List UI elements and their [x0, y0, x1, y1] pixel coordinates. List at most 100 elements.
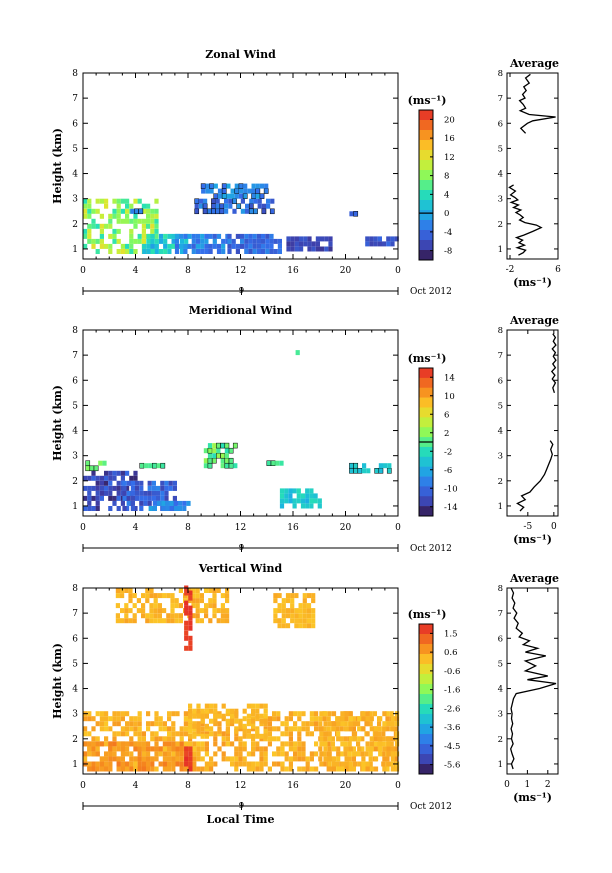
heatmap-cell — [369, 236, 374, 242]
heatmap-cell — [382, 711, 387, 717]
heatmap-cell — [267, 731, 272, 737]
heatmap-cell — [215, 198, 220, 204]
colorbar-band — [419, 496, 433, 507]
heatmap-cell — [294, 623, 299, 629]
heatmap-cell — [204, 243, 209, 249]
heatmap-cell — [208, 618, 213, 624]
heatmap-cell — [95, 249, 100, 254]
heatmap-cell — [99, 198, 104, 204]
heatmap-cell — [314, 766, 319, 772]
heatmap-cell — [133, 223, 138, 229]
heatmap-cell — [265, 243, 270, 249]
heatmap-cell — [95, 766, 100, 772]
heatmap-cell — [378, 751, 383, 757]
heatmap-cell — [108, 243, 113, 249]
profile-y-tick-label: 8 — [498, 69, 503, 79]
heatmap-cell — [191, 233, 196, 239]
heatmap-cell — [207, 443, 213, 449]
day-label: 9 — [239, 801, 244, 811]
heatmap-cell — [196, 703, 201, 709]
heatmap-cell — [154, 233, 159, 239]
heatmap-cell — [151, 480, 156, 486]
heatmap-cell — [281, 603, 286, 609]
heatmap-cell — [191, 249, 196, 254]
heatmap-cell — [232, 198, 237, 204]
heatmap-cell — [139, 490, 144, 496]
heatmap-cell — [116, 198, 121, 204]
heatmap-cell — [221, 756, 226, 762]
heatmap-cell — [129, 756, 134, 762]
colorbar-band — [419, 466, 433, 477]
heatmap-cell — [99, 756, 104, 762]
heatmap-cell — [122, 485, 127, 491]
heatmap-cell — [137, 761, 142, 767]
heatmap-cell — [361, 761, 366, 767]
heatmap-cell — [362, 463, 367, 469]
heatmap-cell — [188, 640, 193, 646]
heatmap-cell — [286, 236, 291, 242]
heatmap-cell — [171, 746, 176, 752]
y-tick-label: 7 — [72, 94, 78, 104]
heatmap-cell — [151, 495, 156, 501]
heatmap-cell — [167, 751, 172, 757]
heatmap-cell — [267, 736, 272, 742]
heatmap-cell — [251, 183, 256, 189]
heatmap-cell — [204, 703, 209, 709]
heatmap-cell — [256, 233, 261, 239]
heatmap-cell — [83, 208, 88, 214]
colorbar-band — [419, 486, 433, 497]
heatmap-cell — [160, 462, 166, 469]
profile-y-tick-label: 7 — [498, 94, 503, 104]
heatmap-cell — [205, 183, 210, 189]
heatmap-cell — [137, 238, 142, 244]
heatmap-cell — [179, 741, 184, 747]
heatmap-cell — [284, 716, 289, 722]
heatmap-cell — [382, 766, 387, 772]
heatmap-cell — [213, 708, 218, 714]
heatmap-cell — [389, 711, 394, 717]
heatmap-cell — [129, 233, 134, 239]
heatmap-cell — [83, 741, 88, 747]
heatmap-cell — [211, 457, 217, 464]
heatmap-cell — [139, 500, 144, 506]
heatmap-cell — [353, 462, 359, 469]
heatmap-cell — [199, 598, 204, 604]
heatmap-cell — [259, 193, 265, 199]
heatmap-cell — [154, 711, 159, 717]
heatmap-cell — [142, 243, 147, 249]
heatmap-cell — [269, 208, 275, 215]
heatmap-cell — [339, 736, 344, 742]
heatmap-cell — [128, 608, 133, 614]
colorbar-band — [419, 674, 433, 685]
heatmap-cell — [251, 188, 256, 194]
heatmap-cell — [184, 630, 189, 636]
heatmap-cell — [204, 233, 209, 239]
heatmap-cell — [120, 731, 125, 737]
heatmap-cell — [347, 751, 352, 757]
heatmap-cell — [206, 208, 212, 215]
heatmap-cell — [259, 761, 264, 767]
heatmap-cell — [112, 208, 117, 214]
heatmap-cell — [245, 203, 250, 209]
heatmap-cell — [164, 480, 169, 486]
y-tick-label: 6 — [72, 634, 78, 644]
heatmap-cell — [200, 756, 205, 762]
heatmap-cell — [288, 711, 293, 717]
heatmap-cell — [150, 213, 155, 219]
colorbar-unit: (ms⁻¹) — [408, 608, 447, 621]
heatmap-cell — [267, 726, 272, 732]
heatmap-cell — [302, 593, 307, 599]
y-tick-label: 2 — [72, 220, 78, 230]
heatmap-cell — [91, 716, 96, 722]
x-tick-label: 0 — [80, 523, 86, 533]
heatmap-cell — [188, 595, 193, 601]
heatmap-cell — [124, 588, 129, 593]
heatmap-cell — [294, 593, 299, 599]
heatmap-cell — [236, 203, 242, 209]
heatmap-cell — [146, 218, 151, 224]
heatmap-cell — [207, 447, 213, 454]
heatmap-cell — [104, 721, 109, 727]
heatmap-cell — [212, 598, 217, 604]
heatmap-cell — [133, 741, 138, 747]
